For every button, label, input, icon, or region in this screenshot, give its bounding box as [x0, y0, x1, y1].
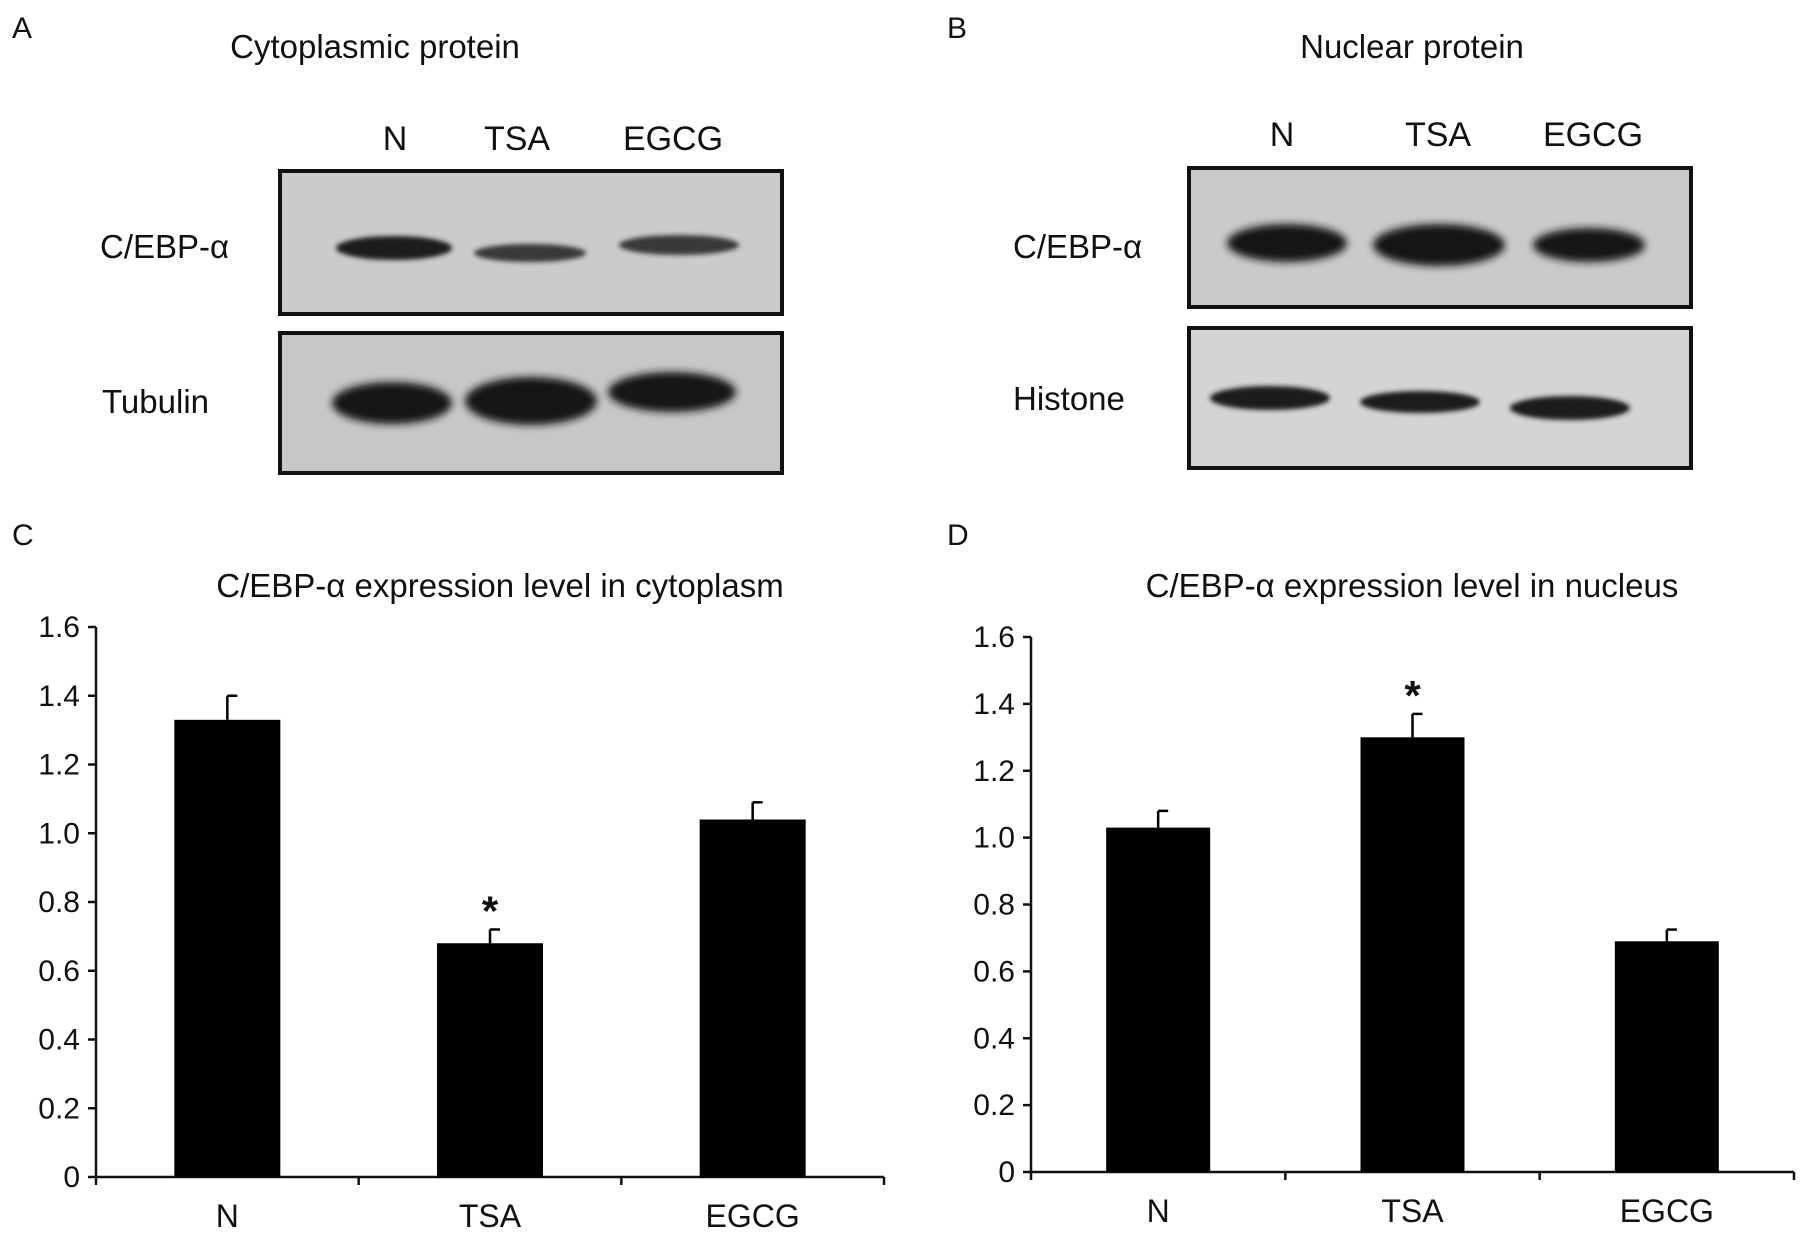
y-tick-label: 0.6 [38, 955, 80, 988]
y-tick-label: 0 [63, 1161, 80, 1194]
bar [1614, 941, 1719, 1172]
row-label-histone: Histone [1013, 380, 1125, 417]
panel-letter-d: D [947, 519, 969, 552]
y-tick-label: 0.4 [973, 1022, 1015, 1055]
bar [174, 719, 281, 1177]
x-tick-label: TSA [1381, 1193, 1444, 1229]
blot-band [336, 236, 452, 260]
blot-band [1533, 228, 1645, 262]
bar [699, 819, 806, 1177]
bar [437, 943, 543, 1177]
y-tick-label: 0 [998, 1156, 1015, 1189]
bar-chart-nucleus: C/EBP-α expression level in nucleus 0 0.2… [973, 567, 1796, 1229]
lane-label-n: N [1270, 116, 1295, 154]
x-tick-label: N [1147, 1193, 1170, 1229]
y-tick-label: 1.0 [973, 822, 1015, 855]
y-tick-label: 1.4 [973, 688, 1015, 721]
y-tick-label: 0.8 [973, 889, 1015, 922]
blot-band [619, 235, 739, 255]
significance-marker: * [482, 888, 499, 935]
blot-panel-cytoplasm: Cytoplasmic protein N TSA EGCG C/EBP-α T… [100, 28, 784, 475]
y-tick-label: 0.6 [973, 955, 1015, 988]
blot-band [1510, 396, 1630, 420]
blot-panel-nucleus: Nuclear protein N TSA EGCG C/EBP-α Histo… [1013, 28, 1693, 470]
lane-label-n: N [383, 120, 408, 158]
x-tick-label: TSA [459, 1198, 522, 1234]
blot-band [332, 382, 452, 424]
significance-marker: * [1404, 672, 1421, 719]
panel-letter-a: A [12, 12, 32, 45]
row-label-cebp: C/EBP-α [1013, 228, 1142, 265]
y-tick-label: 1.0 [38, 817, 80, 850]
lane-label-tsa: TSA [484, 120, 550, 158]
bar [1106, 827, 1211, 1172]
y-tick-label: 0.2 [973, 1089, 1015, 1122]
blot-band [1210, 386, 1330, 410]
blot-band [1227, 224, 1347, 262]
blot-band [608, 372, 736, 412]
y-tick-label: 1.6 [38, 611, 80, 644]
y-tick-label: 1.2 [973, 755, 1015, 788]
y-tick-label: 0.8 [38, 886, 80, 919]
bar [1360, 737, 1465, 1172]
bar-chart-cytoplasm: C/EBP-α expression level in cytoplasm 0 0… [38, 567, 886, 1234]
lane-label-egcg: EGCG [1543, 116, 1643, 154]
y-tick-label: 1.6 [973, 621, 1015, 654]
blot-title: Nuclear protein [1300, 28, 1524, 65]
y-tick-label: 1.2 [38, 749, 80, 782]
y-tick-label: 1.4 [38, 680, 80, 713]
panel-letter-b: B [947, 12, 967, 45]
chart-title: C/EBP-α expression level in nucleus [1146, 567, 1679, 604]
lane-label-tsa: TSA [1405, 116, 1471, 154]
x-tick-label: N [216, 1198, 239, 1234]
row-label-tubulin: Tubulin [102, 383, 209, 420]
panel-letter-c: C [12, 519, 34, 552]
blot-band [465, 377, 597, 425]
row-label-cebp: C/EBP-α [100, 228, 229, 265]
blot-band [1360, 391, 1480, 413]
chart-title: C/EBP-α expression level in cytoplasm [216, 567, 783, 604]
x-tick-label: EGCG [1620, 1193, 1714, 1229]
blot-band [474, 244, 586, 262]
blot-title: Cytoplasmic protein [230, 28, 520, 65]
x-tick-label: EGCG [706, 1198, 800, 1234]
y-tick-label: 0.4 [38, 1024, 80, 1057]
y-tick-label: 0.2 [38, 1092, 80, 1125]
blot-band [1373, 224, 1505, 266]
lane-label-egcg: EGCG [623, 120, 723, 158]
